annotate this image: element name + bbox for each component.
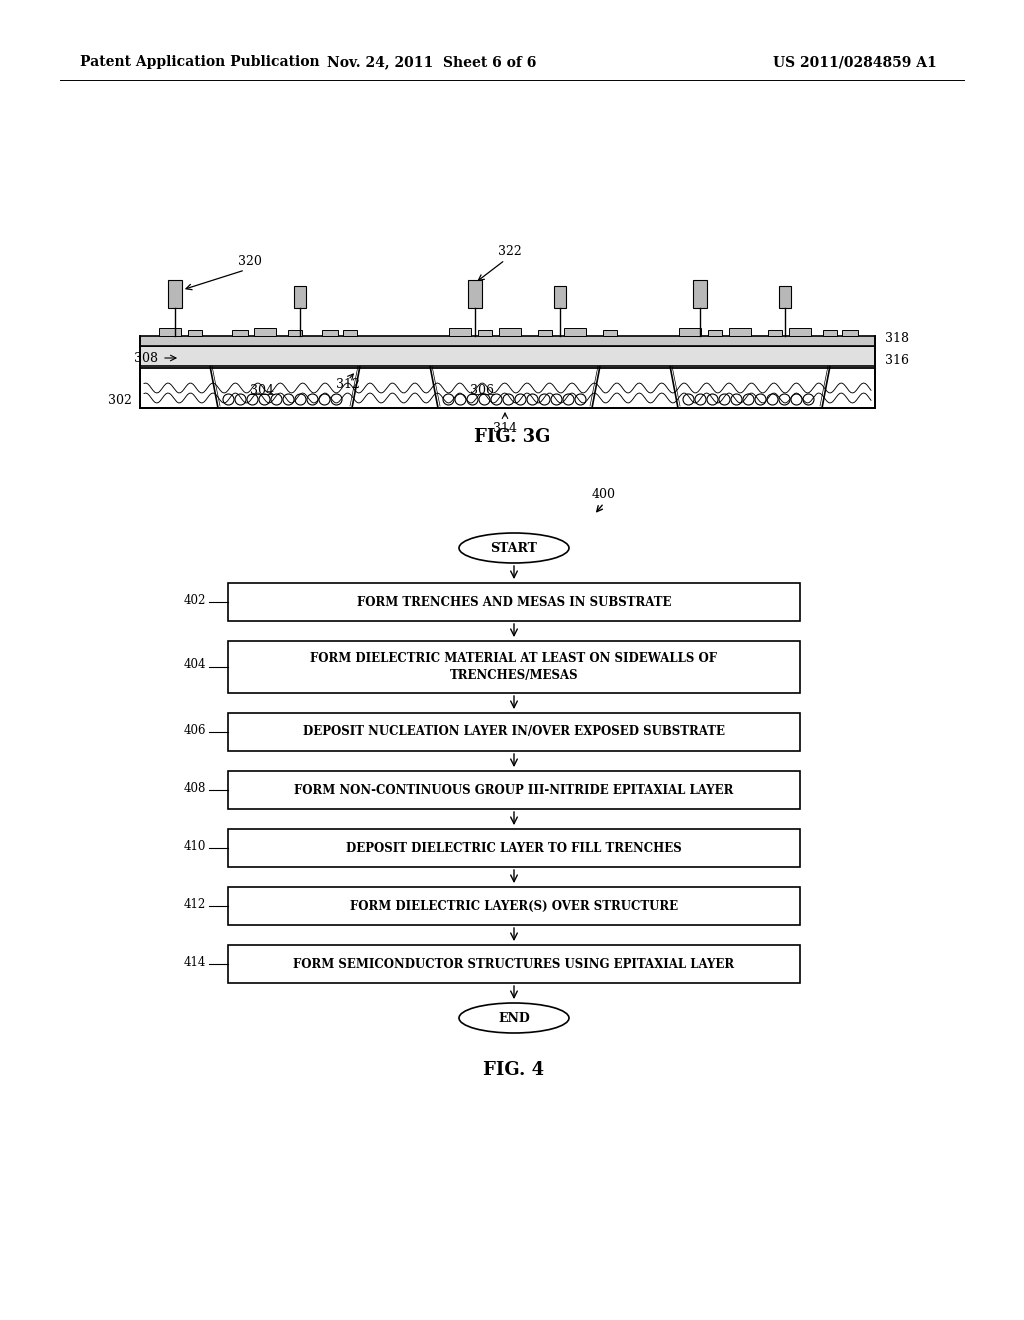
FancyBboxPatch shape (790, 327, 811, 337)
FancyBboxPatch shape (140, 346, 874, 366)
FancyBboxPatch shape (228, 771, 800, 809)
Text: DEPOSIT DIELECTRIC LAYER TO FILL TRENCHES: DEPOSIT DIELECTRIC LAYER TO FILL TRENCHE… (346, 842, 682, 854)
FancyBboxPatch shape (708, 330, 722, 337)
Text: 308: 308 (134, 351, 158, 364)
FancyBboxPatch shape (228, 713, 800, 751)
Text: 314: 314 (493, 422, 517, 436)
FancyBboxPatch shape (232, 330, 248, 337)
FancyBboxPatch shape (188, 330, 202, 337)
Text: US 2011/0284859 A1: US 2011/0284859 A1 (773, 55, 937, 69)
Text: 312: 312 (336, 378, 360, 391)
Text: START: START (490, 541, 538, 554)
FancyBboxPatch shape (343, 330, 357, 337)
Text: 412: 412 (183, 898, 206, 911)
FancyBboxPatch shape (538, 330, 552, 337)
FancyBboxPatch shape (554, 286, 566, 308)
FancyBboxPatch shape (693, 280, 707, 308)
Ellipse shape (459, 1003, 569, 1034)
FancyBboxPatch shape (842, 330, 858, 337)
FancyBboxPatch shape (294, 286, 306, 308)
FancyBboxPatch shape (228, 829, 800, 867)
FancyBboxPatch shape (322, 330, 338, 337)
Text: END: END (498, 1011, 529, 1024)
FancyBboxPatch shape (449, 327, 471, 337)
Text: 404: 404 (183, 659, 206, 672)
FancyBboxPatch shape (159, 327, 181, 337)
FancyBboxPatch shape (140, 337, 874, 346)
Ellipse shape (459, 533, 569, 564)
Text: 400: 400 (592, 488, 616, 502)
Text: Patent Application Publication: Patent Application Publication (80, 55, 319, 69)
Text: 318: 318 (885, 331, 909, 345)
Text: Nov. 24, 2011  Sheet 6 of 6: Nov. 24, 2011 Sheet 6 of 6 (328, 55, 537, 69)
FancyBboxPatch shape (779, 286, 791, 308)
Text: DEPOSIT NUCLEATION LAYER IN/OVER EXPOSED SUBSTRATE: DEPOSIT NUCLEATION LAYER IN/OVER EXPOSED… (303, 726, 725, 738)
Text: 320: 320 (238, 255, 262, 268)
Text: FORM DIELECTRIC MATERIAL AT LEAST ON SIDEWALLS OF
TRENCHES/MESAS: FORM DIELECTRIC MATERIAL AT LEAST ON SID… (310, 652, 718, 681)
Text: 316: 316 (885, 354, 909, 367)
FancyBboxPatch shape (228, 887, 800, 925)
Text: FORM SEMICONDUCTOR STRUCTURES USING EPITAXIAL LAYER: FORM SEMICONDUCTOR STRUCTURES USING EPIT… (294, 957, 734, 970)
Text: 408: 408 (183, 781, 206, 795)
Text: FORM DIELECTRIC LAYER(S) OVER STRUCTURE: FORM DIELECTRIC LAYER(S) OVER STRUCTURE (350, 899, 678, 912)
FancyBboxPatch shape (768, 330, 782, 337)
FancyBboxPatch shape (468, 280, 482, 308)
Text: 402: 402 (183, 594, 206, 606)
Text: FORM NON-CONTINUOUS GROUP III-NITRIDE EPITAXIAL LAYER: FORM NON-CONTINUOUS GROUP III-NITRIDE EP… (294, 784, 733, 796)
FancyBboxPatch shape (168, 280, 182, 308)
FancyBboxPatch shape (254, 327, 276, 337)
Text: FIG. 4: FIG. 4 (483, 1061, 545, 1078)
Text: 410: 410 (183, 840, 206, 853)
FancyBboxPatch shape (228, 642, 800, 693)
Text: 322: 322 (498, 246, 522, 257)
FancyBboxPatch shape (288, 330, 302, 337)
Text: 302: 302 (109, 393, 132, 407)
FancyBboxPatch shape (140, 368, 874, 408)
FancyBboxPatch shape (228, 583, 800, 620)
FancyBboxPatch shape (729, 327, 751, 337)
FancyBboxPatch shape (499, 327, 521, 337)
Text: 414: 414 (183, 956, 206, 969)
FancyBboxPatch shape (228, 945, 800, 983)
Text: FORM TRENCHES AND MESAS IN SUBSTRATE: FORM TRENCHES AND MESAS IN SUBSTRATE (356, 595, 672, 609)
Text: 304: 304 (250, 384, 274, 396)
Text: 406: 406 (183, 723, 206, 737)
FancyBboxPatch shape (564, 327, 586, 337)
FancyBboxPatch shape (679, 327, 701, 337)
Text: 306: 306 (470, 384, 494, 396)
FancyBboxPatch shape (823, 330, 837, 337)
FancyBboxPatch shape (478, 330, 492, 337)
FancyBboxPatch shape (603, 330, 617, 337)
Text: FIG. 3G: FIG. 3G (474, 428, 550, 446)
